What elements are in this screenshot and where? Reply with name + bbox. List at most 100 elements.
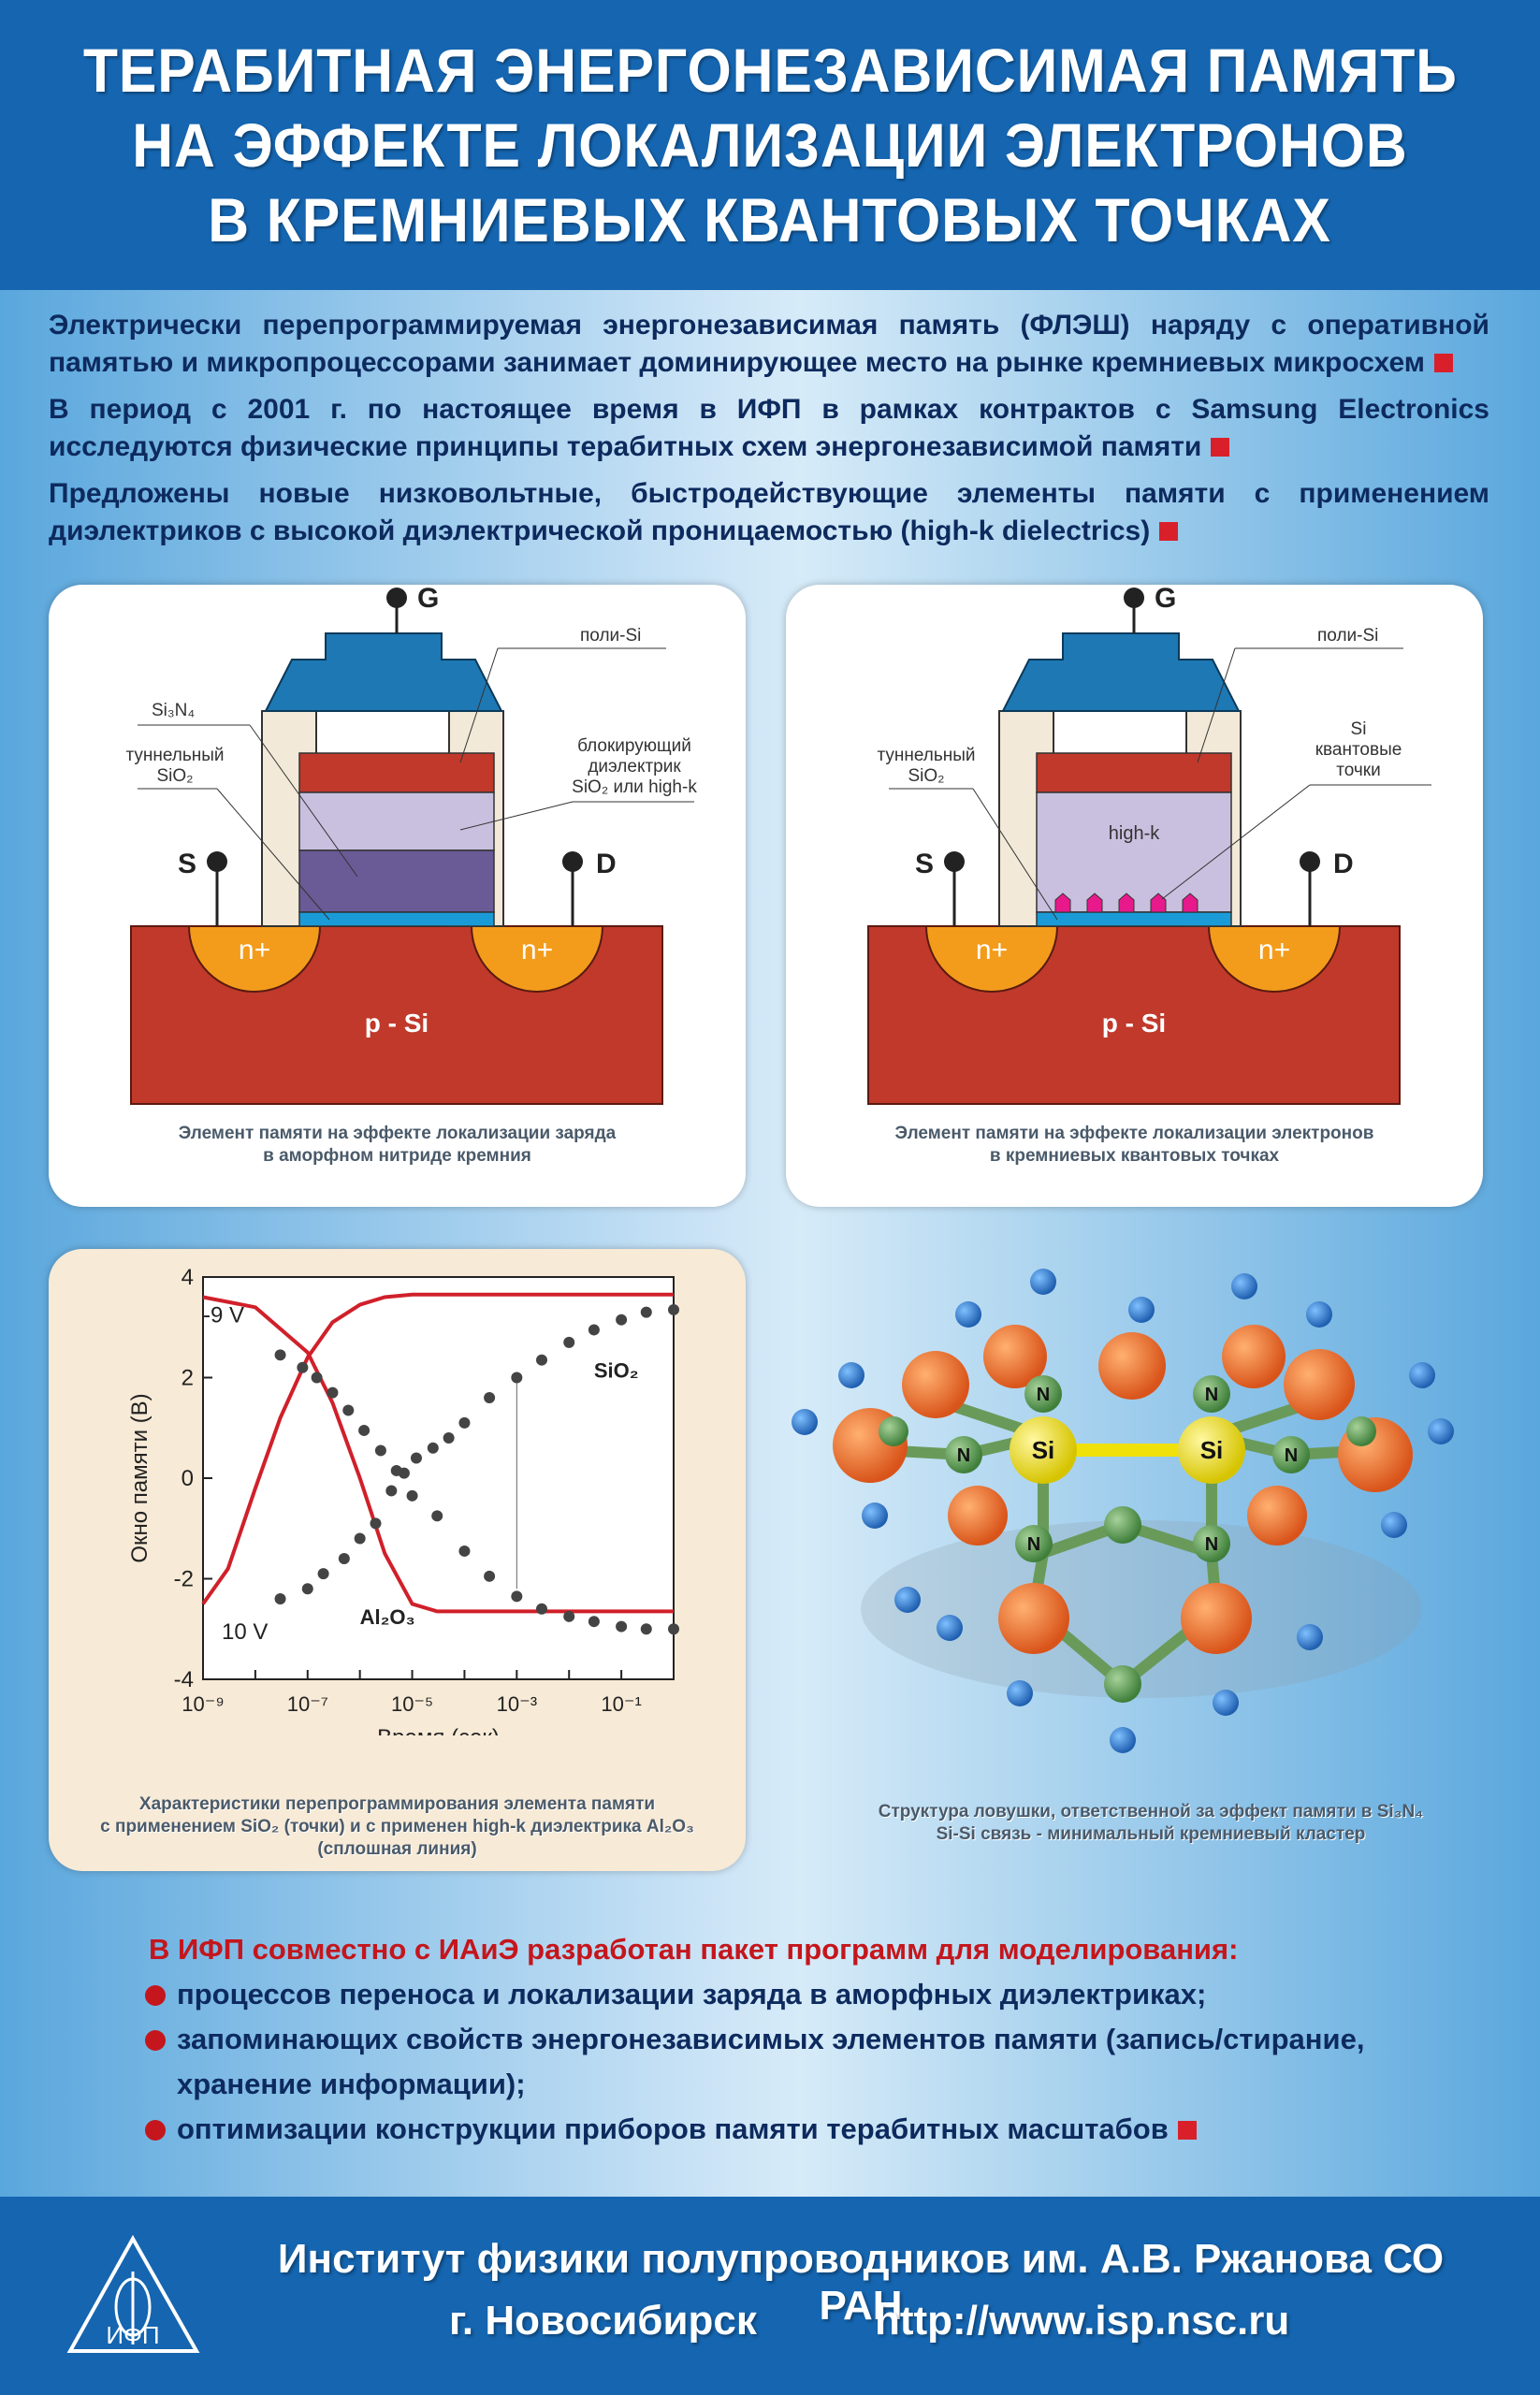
n-plus-left: n+ [976, 935, 1008, 965]
tunnel-label-1: туннельный [125, 746, 224, 765]
city: г. Новосибирск [449, 2298, 757, 2344]
quantum-dot-cell-panel: n+ n+ p - Si high-k G S D поли-Si туннел… [786, 583, 1483, 1207]
nitride-label: Si₃N₄ [152, 701, 195, 720]
tunnel-label-2: SiO₂ [908, 766, 944, 786]
x-tick-label: 10⁻³ [497, 1692, 537, 1716]
n-plus-right: n+ [1258, 935, 1290, 965]
gate-metal [264, 632, 503, 712]
drain-region [1207, 925, 1342, 993]
intro-text: Электрически перепрограммируемая энергон… [49, 307, 1489, 559]
sio2-point [354, 1532, 366, 1545]
title-line-1: ТЕРАБИТНАЯ ЭНЕРГОНЕЗАВИСИМАЯ ПАМЯТЬ [82, 36, 1458, 105]
red-dot-icon [145, 2030, 166, 2051]
sio2-point [274, 1593, 286, 1604]
svg-text:N: N [1027, 1534, 1040, 1555]
blocking-label-3: SiO₂ или high-k [572, 777, 697, 797]
website-link[interactable]: http://www.isp.nsc.ru [875, 2298, 1290, 2344]
sio2-point [398, 1467, 410, 1479]
red-square-icon [1433, 354, 1453, 372]
blocking-layer [298, 791, 495, 851]
red-square-icon [1159, 522, 1179, 541]
sio2-point [410, 1452, 422, 1464]
poly-label: поли-Si [580, 626, 641, 646]
software-list: В ИФП совместно с ИАиЭ разработан пакет … [145, 1927, 1455, 2152]
nitrogen-labels: N N N N N N [957, 1385, 1298, 1555]
nitrogen-atoms [879, 1375, 1376, 1703]
annotation-10v: 10 V [222, 1619, 268, 1645]
software-heading: В ИФП совместно с ИАиЭ разработан пакет … [149, 1933, 1239, 1966]
poly-label: поли-Si [1317, 626, 1378, 646]
y-tick-label: 2 [182, 1366, 194, 1391]
high-k-layer [1036, 791, 1232, 913]
si-label-right: Si [1200, 1436, 1224, 1464]
trap-structure-molecule: N N N N N N Si Si [792, 1269, 1454, 1753]
intro-paragraph-3: Предложены новые низковольтные, быстроде… [49, 478, 1489, 546]
y-tick-label: 0 [182, 1466, 194, 1491]
sio2-point [588, 1616, 600, 1628]
dots-label-2: квантовые [1315, 740, 1402, 760]
institute-name: Институт физики полупроводников им. А.В.… [277, 2236, 1445, 2329]
sio2-point [668, 1623, 679, 1635]
sio2-point [640, 1306, 652, 1318]
sio2-point [370, 1517, 382, 1530]
nitride-layer [298, 849, 495, 913]
drain-label: D [596, 849, 617, 879]
drain-region [470, 925, 604, 993]
high-k-label: high-k [1109, 823, 1160, 844]
institute-logo: ИФП [66, 2234, 200, 2353]
sio2-point [301, 1583, 313, 1595]
sio2-point [616, 1314, 628, 1326]
dots-label-3: точки [1336, 761, 1380, 780]
title-line-3: В КРЕМНИЕВЫХ КВАНТОВЫХ ТОЧКАХ [208, 185, 1332, 254]
poly-si-layer [1036, 752, 1232, 793]
sio2-point [535, 1354, 547, 1366]
sio2-point [443, 1432, 455, 1444]
gate-terminal [1124, 588, 1144, 608]
molecule-shadow [861, 1520, 1422, 1698]
y-tick-label: -2 [174, 1567, 194, 1592]
annotation-sio2: SiO₂ [594, 1359, 639, 1383]
tunnel-label-2: SiO₂ [156, 766, 193, 786]
drain-terminal [1300, 851, 1320, 872]
sio2-point [484, 1570, 496, 1582]
x-tick-label: 10⁻⁹ [182, 1692, 225, 1716]
sio2-point [327, 1386, 339, 1399]
quantum-dots [1054, 893, 1199, 913]
n-plus-right: n+ [521, 935, 553, 965]
sio2-point [458, 1416, 471, 1429]
x-tick-label: 10⁻⁵ [391, 1692, 433, 1716]
sio2-point [358, 1424, 370, 1436]
intro-paragraph-2: В период с 2001 г. по настоящее время в … [49, 394, 1489, 462]
sio2-point [297, 1361, 309, 1373]
gate-metal [1001, 632, 1241, 712]
svg-text:N: N [957, 1445, 970, 1466]
x-tick-label: 10⁻¹ [601, 1692, 641, 1716]
sio2-point [535, 1603, 547, 1615]
chart-caption: Характеристики перепрограммирования элем… [100, 1794, 694, 1859]
poster-header: ТЕРАБИТНАЯ ЭНЕРГОНЕЗАВИСИМАЯ ПАМЯТЬ НА Э… [0, 0, 1540, 290]
source-terminal [207, 851, 227, 872]
sio2-point [511, 1372, 523, 1384]
quantum-dot-cell-caption: Элемент памяти на эффекте локализации эл… [894, 1124, 1374, 1166]
logo-text: ИФП [106, 2321, 159, 2349]
al2o3-curve [202, 1295, 674, 1614]
sio2-point [431, 1510, 443, 1522]
sio2-point [640, 1623, 652, 1635]
si-label-left: Si [1032, 1436, 1055, 1464]
source-region [924, 925, 1059, 993]
red-dot-icon [145, 2120, 166, 2141]
source-label: S [915, 849, 934, 879]
chart-panel: -4 -2 0 2 4 10⁻⁹ 10⁻⁷ 10⁻⁵ 10⁻³ 10⁻¹ -9 V 10 V Si… [49, 1249, 746, 1871]
blocking-label-1: блокирующий [577, 736, 691, 756]
drain-terminal [562, 851, 583, 872]
plot-area [202, 1276, 675, 1680]
red-dot-icon [145, 1985, 166, 2006]
retention-chart: -4 -2 0 2 4 10⁻⁹ 10⁻⁷ 10⁻⁵ 10⁻³ 10⁻¹ -9 V 10 V Si… [127, 1265, 679, 1750]
sio2-point [588, 1324, 600, 1336]
sio2-point [563, 1336, 575, 1348]
sio2-point [458, 1545, 471, 1557]
blue-atoms [792, 1269, 1454, 1753]
red-square-icon [1177, 2121, 1197, 2140]
n-plus-left: n+ [239, 935, 270, 965]
source-region [187, 925, 322, 993]
